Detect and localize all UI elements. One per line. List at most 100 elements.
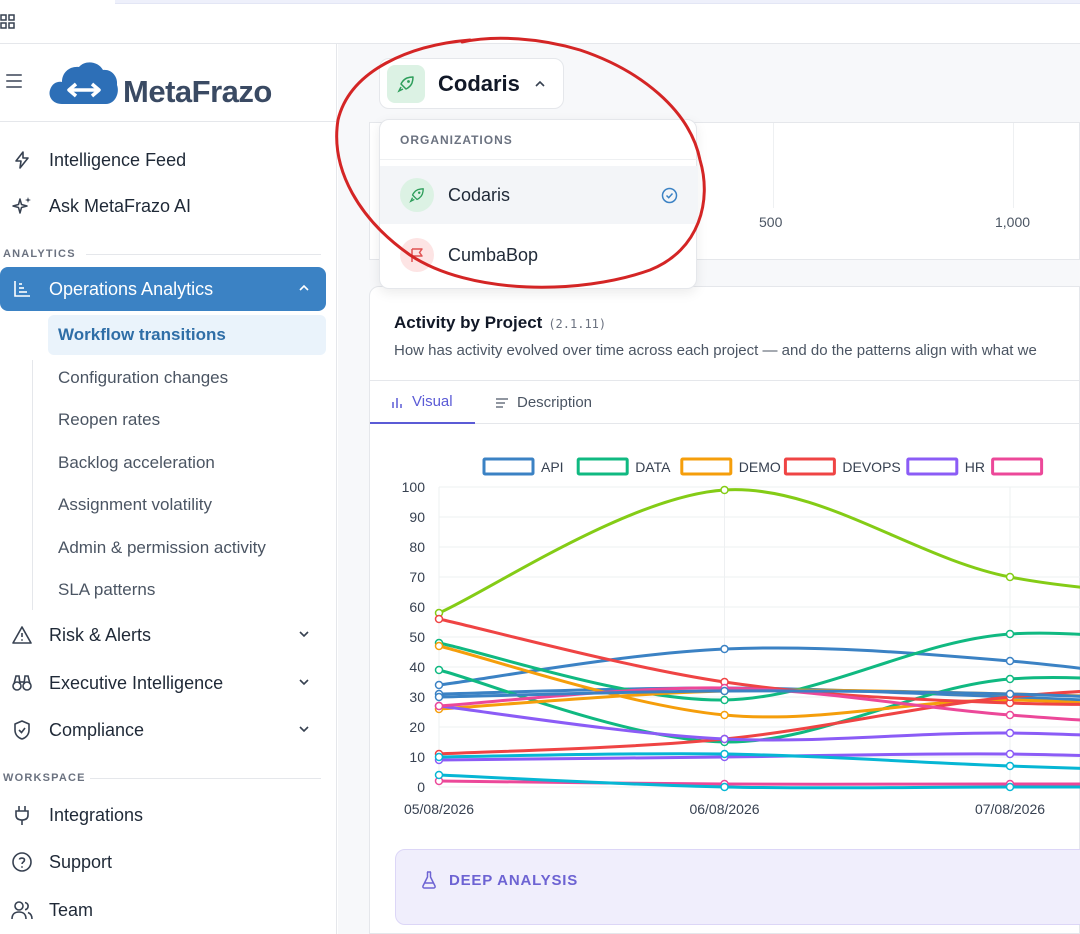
- series-line: [438, 631, 1080, 702]
- nav-operations-analytics[interactable]: Operations Analytics: [0, 267, 326, 311]
- sub-item-reopen-rates[interactable]: Reopen rates: [58, 410, 161, 429]
- sub-item-assignment-volatility[interactable]: Assignment volatility: [58, 495, 213, 514]
- y-tick-label: 10: [409, 749, 425, 765]
- data-point: [1005, 674, 1015, 684]
- series-line: [438, 689, 1080, 699]
- menu-icon[interactable]: [6, 74, 22, 88]
- help-circle-icon: [11, 851, 33, 873]
- data-point: [1005, 749, 1015, 759]
- data-point: [1005, 782, 1015, 792]
- sub-item-backlog-acceleration[interactable]: Backlog acceleration: [58, 453, 215, 472]
- org-option-codaris[interactable]: Codaris: [380, 166, 698, 224]
- data-point: [1005, 761, 1015, 771]
- line-chart: 0 10 20 30 40 50 60 70 80 90 100 05/08/2026 06/08/20…: [402, 457, 1080, 817]
- warning-icon: [11, 624, 33, 646]
- nav-executive-intelligence[interactable]: Executive Intelligence: [0, 661, 326, 705]
- y-tick-label: 60: [409, 599, 425, 615]
- chart-tabs: Visual Description: [370, 380, 1080, 424]
- data-point: [1005, 689, 1015, 699]
- series-line: [438, 488, 1080, 615]
- nav-label: Ask MetaFrazo AI: [49, 195, 192, 216]
- sparkles-icon: [11, 195, 33, 217]
- series-line: [438, 617, 1080, 706]
- nav-ask-ai[interactable]: Ask MetaFrazo AI: [0, 184, 326, 228]
- sub-item-admin-permission-activity[interactable]: Admin & permission activity: [58, 538, 266, 557]
- legend-label: DEMO: [739, 459, 781, 475]
- nav-compliance[interactable]: Compliance: [0, 708, 326, 752]
- legend-label: DEVOPS: [842, 459, 900, 475]
- top-strip: [115, 0, 1080, 4]
- series-line: [438, 779, 1080, 786]
- y-tick-label: 40: [409, 659, 425, 675]
- sub-item-sla-patterns[interactable]: SLA patterns: [58, 580, 156, 599]
- top-bar: [0, 0, 1080, 44]
- chevron-up-icon: [535, 80, 545, 87]
- chevron-down-icon: [299, 679, 309, 686]
- sidebar: MetaFrazo Intelligence Feed Ask MetaFraz…: [0, 44, 337, 934]
- org-badge: [400, 238, 434, 272]
- y-tick-label: 50: [409, 629, 425, 645]
- nav-intelligence-feed[interactable]: Intelligence Feed: [0, 138, 326, 182]
- legend-swatch: [680, 457, 733, 476]
- divider: [86, 254, 321, 255]
- nav-support[interactable]: Support: [0, 840, 326, 884]
- data-point: [434, 641, 444, 651]
- series-line: [438, 668, 1080, 744]
- logo-row: MetaFrazo: [0, 44, 337, 122]
- org-switcher-button[interactable]: Codaris: [379, 58, 564, 109]
- org-badge: [400, 178, 434, 212]
- data-point: [1005, 629, 1015, 639]
- legend-label: HR: [965, 459, 985, 475]
- data-point: [434, 680, 444, 690]
- tab-description[interactable]: Description: [495, 381, 592, 424]
- org-option-cumbabop[interactable]: CumbaBop: [380, 226, 698, 284]
- nav-risk-alerts[interactable]: Risk & Alerts: [0, 613, 326, 657]
- rocket-icon: [409, 188, 424, 203]
- section-label-analytics: ANALYTICS: [3, 248, 76, 260]
- nav-team[interactable]: Team: [0, 888, 326, 932]
- sub-item-configuration-changes[interactable]: Configuration changes: [58, 368, 229, 387]
- grid-icon[interactable]: [0, 14, 16, 30]
- x-tick-label: 06/08/2026: [689, 801, 759, 817]
- chart-subtitle: How has activity evolved over time acros…: [394, 342, 1037, 359]
- nav-integrations[interactable]: Integrations: [0, 793, 326, 837]
- binoculars-icon: [11, 672, 33, 694]
- data-point: [434, 752, 444, 762]
- data-point: [720, 695, 729, 705]
- series-line: [438, 773, 1080, 790]
- chart-card-title: Activity by Project (2.1.11): [394, 313, 606, 333]
- data-point: [1005, 656, 1015, 666]
- y-tick-label: 70: [409, 569, 425, 585]
- plug-icon: [11, 804, 33, 826]
- chevron-down-icon: [299, 726, 309, 733]
- org-option-label: Codaris: [448, 184, 511, 205]
- org-dropdown-header: ORGANIZATIONS: [400, 133, 513, 147]
- y-tick-label: 80: [409, 539, 425, 555]
- text-lines-icon: [496, 397, 508, 408]
- y-tick-label: 90: [409, 509, 425, 525]
- divider: [90, 778, 321, 779]
- data-point: [720, 734, 729, 744]
- tab-label: Visual: [412, 393, 453, 410]
- data-point: [720, 485, 729, 495]
- series-line: [438, 752, 1080, 762]
- data-point: [434, 665, 444, 675]
- data-point: [1005, 728, 1015, 738]
- data-point: [1005, 710, 1015, 720]
- legend-label: DATA: [635, 459, 671, 475]
- series-line: [438, 644, 1080, 719]
- divider: [380, 159, 698, 160]
- tab-visual[interactable]: Visual: [370, 381, 475, 424]
- nav-label: Intelligence Feed: [49, 149, 187, 170]
- activity-chart-card: Activity by Project (2.1.11) How has acti…: [369, 286, 1080, 934]
- grid-line: [773, 123, 774, 208]
- grid-line: [1013, 123, 1014, 208]
- org-current-name: Codaris: [438, 70, 520, 96]
- chart-version: (2.1.11): [548, 317, 607, 331]
- nav-label: Support: [49, 851, 113, 872]
- legend-swatch: [482, 457, 535, 476]
- data-point: [720, 749, 729, 759]
- deep-analysis-panel[interactable]: DEEP ANALYSIS: [395, 849, 1080, 925]
- data-point: [434, 770, 444, 780]
- sub-item-workflow-transitions[interactable]: Workflow transitions: [48, 315, 326, 355]
